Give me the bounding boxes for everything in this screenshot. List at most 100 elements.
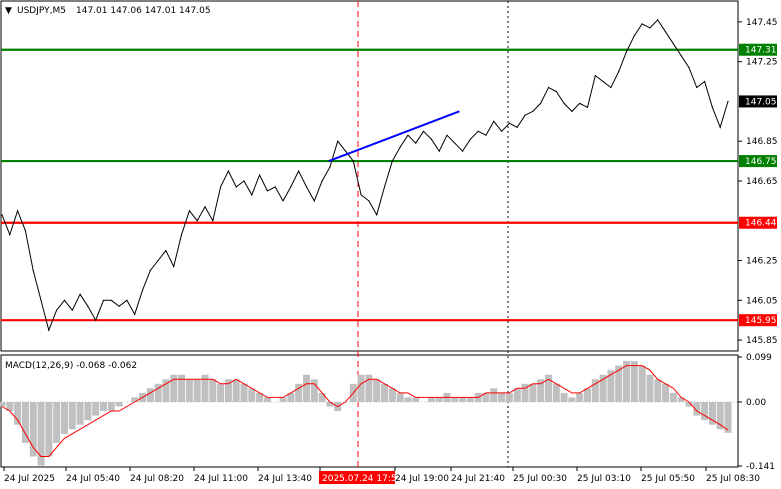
- macd-bar: [310, 379, 318, 402]
- y-tick-label: 146.05: [746, 296, 778, 306]
- macd-bar: [263, 397, 271, 402]
- price-point: [368, 200, 370, 202]
- macd-bar: [677, 397, 685, 402]
- macd-bar: [701, 402, 709, 421]
- level-label: 145.95: [745, 316, 777, 326]
- level-badge: [739, 43, 777, 56]
- macd-bar: [381, 383, 388, 402]
- macd-bar: [45, 402, 53, 457]
- macd-bar: [662, 383, 670, 402]
- level-label: 146.44: [745, 219, 777, 229]
- x-tick-label: 25 Jul 00:30: [513, 474, 567, 484]
- price-point: [243, 180, 245, 182]
- macd-bar: [505, 392, 513, 402]
- price-point: [344, 150, 347, 152]
- macd-bar: [693, 402, 701, 416]
- trend-line[interactable]: [328, 110, 460, 163]
- macd-bar: [21, 402, 29, 443]
- macd-bar: [68, 402, 76, 430]
- x-tick-label: 25 Jul 05:50: [641, 474, 695, 484]
- macd-bar: [240, 383, 248, 402]
- macd-bar: [396, 392, 404, 402]
- price-point: [376, 214, 378, 216]
- current-price-label: 147.05: [745, 97, 777, 107]
- macd-bar: [482, 392, 490, 402]
- x-tick-label: 24 Jul 13:40: [258, 474, 312, 484]
- price-point: [586, 106, 589, 108]
- price-point: [235, 186, 237, 188]
- macd-title: MACD(12,26,9) -0.068 -0.062: [5, 361, 137, 371]
- price-point: [618, 71, 620, 73]
- y-tick-label: 145.85: [746, 336, 778, 346]
- macd-bar: [295, 383, 303, 402]
- macd-bar: [29, 402, 37, 457]
- price-point: [672, 43, 675, 45]
- price-point: [446, 134, 448, 136]
- price-point: [71, 309, 73, 311]
- level-label: 147.31: [745, 46, 777, 56]
- macd-bar: [178, 374, 186, 402]
- price-point: [532, 110, 534, 112]
- price-point: [149, 269, 151, 272]
- macd-bar: [490, 388, 498, 402]
- macd-bar: [146, 388, 154, 402]
- price-point: [188, 210, 190, 212]
- price-point: [274, 186, 276, 188]
- price-point: [63, 299, 66, 301]
- macd-bar: [607, 370, 615, 402]
- macd-bar: [84, 402, 92, 421]
- macd-bar: [303, 374, 310, 402]
- x-tick-label: 24 Jul 2025: [4, 474, 55, 484]
- price-point: [102, 299, 105, 301]
- price-point: [352, 160, 354, 162]
- macd-layer: [0, 361, 732, 466]
- price-point: [79, 293, 81, 295]
- price-point: [173, 265, 175, 268]
- y-tick-label: 146.25: [746, 257, 778, 267]
- chart-menu-icon[interactable]: ▼: [5, 6, 12, 16]
- y-tick-label: 146.65: [746, 177, 778, 187]
- price-point: [524, 114, 526, 116]
- x-tick-label-highlight: 2025.07.24 17:50: [322, 474, 403, 484]
- price-point: [165, 250, 167, 252]
- price-point: [696, 86, 698, 89]
- x-tick-label: 25 Jul 08:30: [706, 474, 760, 484]
- price-point: [56, 309, 58, 311]
- macd-bar: [37, 402, 45, 466]
- price-point: [625, 51, 628, 53]
- price-point: [563, 102, 565, 104]
- highlight-time-badge: [319, 471, 395, 484]
- macd-bar: [318, 392, 326, 402]
- macd-pane[interactable]: [0, 354, 739, 468]
- price-point: [360, 194, 362, 196]
- macd-bar: [76, 402, 84, 425]
- macd-bar: [185, 379, 193, 402]
- macd-bar: [154, 383, 162, 402]
- macd-bar: [545, 374, 552, 402]
- price-point: [462, 150, 464, 152]
- macd-bar: [201, 374, 209, 402]
- price-point: [594, 75, 596, 77]
- price-point: [298, 170, 300, 172]
- macd-bar: [552, 383, 560, 402]
- macd-bar: [357, 374, 365, 402]
- price-point: [220, 186, 222, 188]
- price-point: [337, 140, 339, 142]
- macd-bar: [287, 392, 295, 402]
- price-point: [1, 214, 3, 216]
- macd-bar: [248, 388, 256, 402]
- macd-bar: [716, 402, 724, 430]
- chart-ohlc: 147.01 147.06 147.01 147.05: [76, 6, 211, 16]
- macd-bar: [193, 379, 201, 402]
- level-badge: [739, 155, 777, 168]
- x-tick-label: 25 Jul 03:10: [577, 474, 631, 484]
- macd-bar: [584, 388, 591, 402]
- price-point: [664, 31, 667, 33]
- macd-bar: [623, 361, 630, 402]
- macd-bar: [373, 379, 381, 402]
- macd-bar: [669, 392, 677, 402]
- price-pane[interactable]: [0, 0, 739, 352]
- macd-bar: [427, 397, 435, 402]
- macd-bar: [404, 397, 412, 402]
